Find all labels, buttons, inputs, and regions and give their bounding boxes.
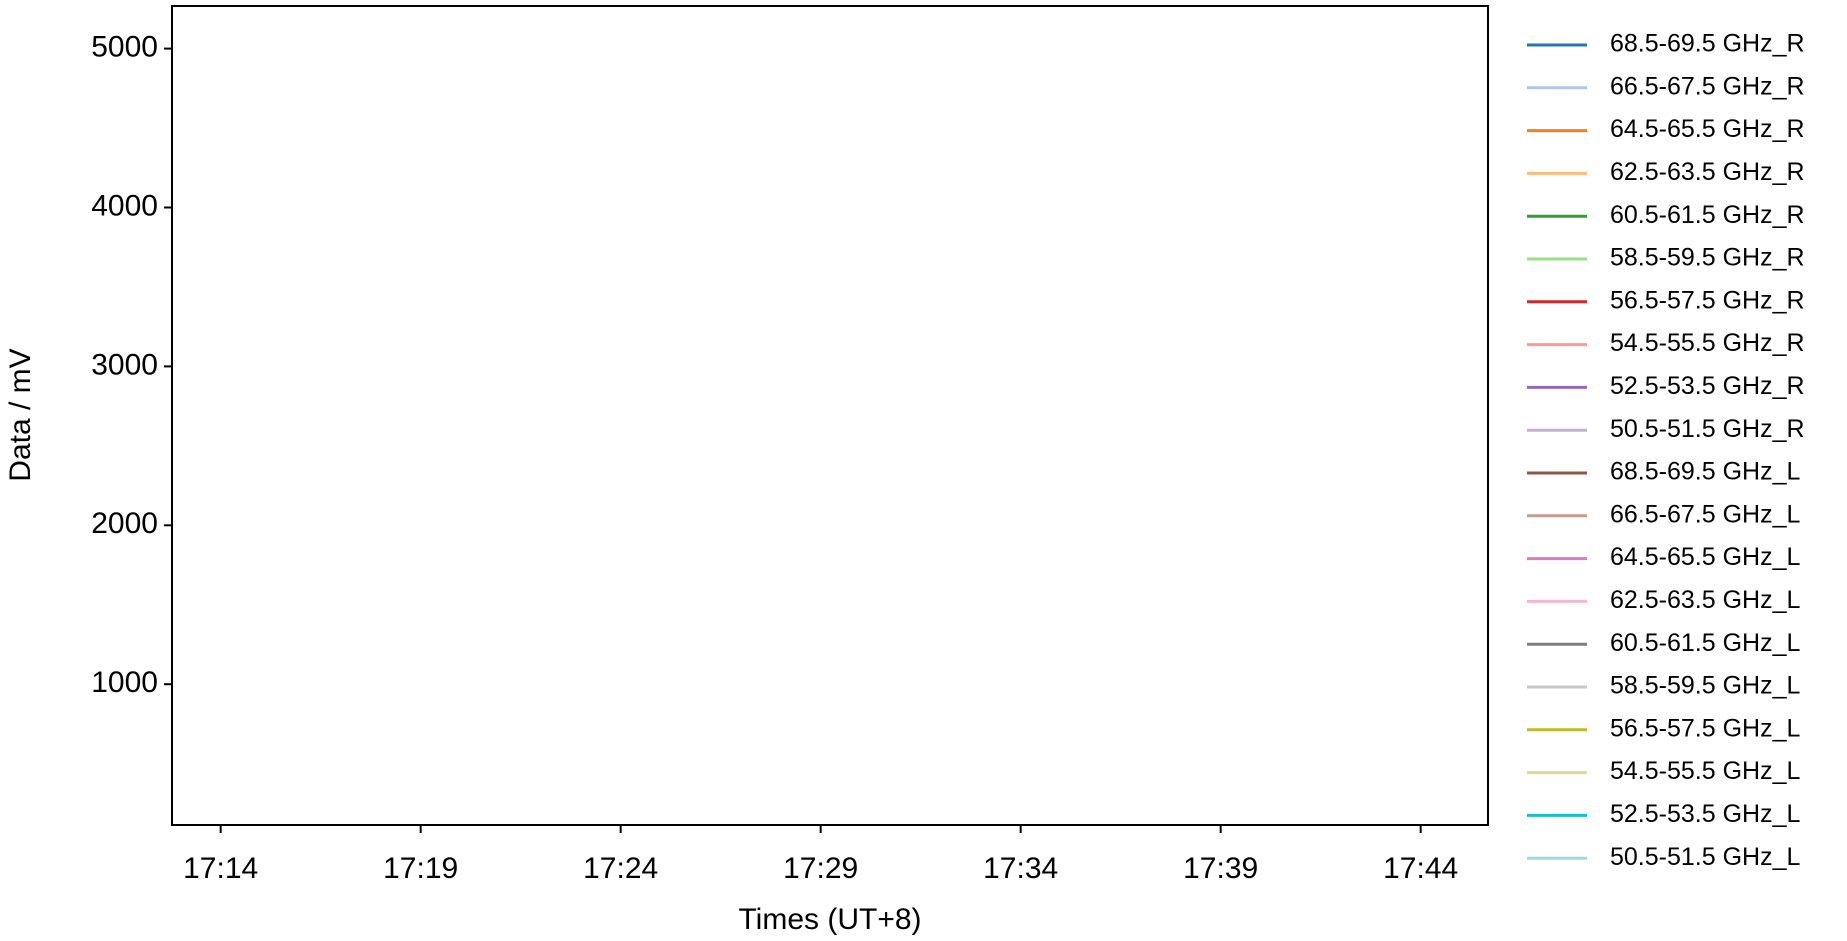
y-tick-label: 1000 bbox=[91, 666, 158, 699]
x-tick-label: 17:14 bbox=[183, 852, 258, 885]
x-tick-label: 17:39 bbox=[1183, 852, 1258, 885]
y-tick-label: 4000 bbox=[91, 189, 158, 222]
legend-label: 68.5-69.5 GHz_L bbox=[1610, 458, 1800, 486]
legend-label: 50.5-51.5 GHz_R bbox=[1610, 415, 1805, 443]
x-tick-label: 17:29 bbox=[783, 852, 858, 885]
legend-label: 58.5-59.5 GHz_L bbox=[1610, 672, 1800, 700]
x-tick-label: 17:19 bbox=[383, 852, 458, 885]
legend-label: 66.5-67.5 GHz_L bbox=[1610, 500, 1800, 528]
y-axis-label: Data / mV bbox=[4, 348, 37, 481]
legend-label: 64.5-65.5 GHz_L bbox=[1610, 543, 1800, 571]
legend-label: 64.5-65.5 GHz_R bbox=[1610, 115, 1805, 143]
legend-label: 60.5-61.5 GHz_L bbox=[1610, 629, 1800, 657]
legend-label: 62.5-63.5 GHz_R bbox=[1610, 158, 1805, 186]
legend-label: 60.5-61.5 GHz_R bbox=[1610, 201, 1805, 229]
legend-label: 54.5-55.5 GHz_R bbox=[1610, 329, 1805, 357]
legend-label: 58.5-59.5 GHz_R bbox=[1610, 244, 1805, 272]
legend-label: 68.5-69.5 GHz_R bbox=[1610, 30, 1805, 58]
legend-label: 52.5-53.5 GHz_R bbox=[1610, 372, 1805, 400]
legend-label: 52.5-53.5 GHz_L bbox=[1610, 800, 1800, 828]
legend-label: 56.5-57.5 GHz_R bbox=[1610, 286, 1805, 314]
x-tick-label: 17:24 bbox=[583, 852, 658, 885]
x-axis-label: Times (UT+8) bbox=[738, 903, 921, 936]
y-tick-label: 5000 bbox=[91, 31, 158, 64]
x-tick-label: 17:44 bbox=[1383, 852, 1458, 885]
legend-label: 56.5-57.5 GHz_L bbox=[1610, 714, 1800, 742]
legend-label: 62.5-63.5 GHz_L bbox=[1610, 586, 1800, 614]
legend-label: 54.5-55.5 GHz_L bbox=[1610, 757, 1800, 785]
legend-label: 66.5-67.5 GHz_R bbox=[1610, 72, 1805, 100]
plot-frame bbox=[171, 5, 1489, 826]
y-tick-label: 3000 bbox=[91, 348, 158, 381]
legend-label: 50.5-51.5 GHz_L bbox=[1610, 843, 1800, 871]
x-tick-label: 17:34 bbox=[983, 852, 1058, 885]
y-tick-label: 2000 bbox=[91, 507, 158, 540]
